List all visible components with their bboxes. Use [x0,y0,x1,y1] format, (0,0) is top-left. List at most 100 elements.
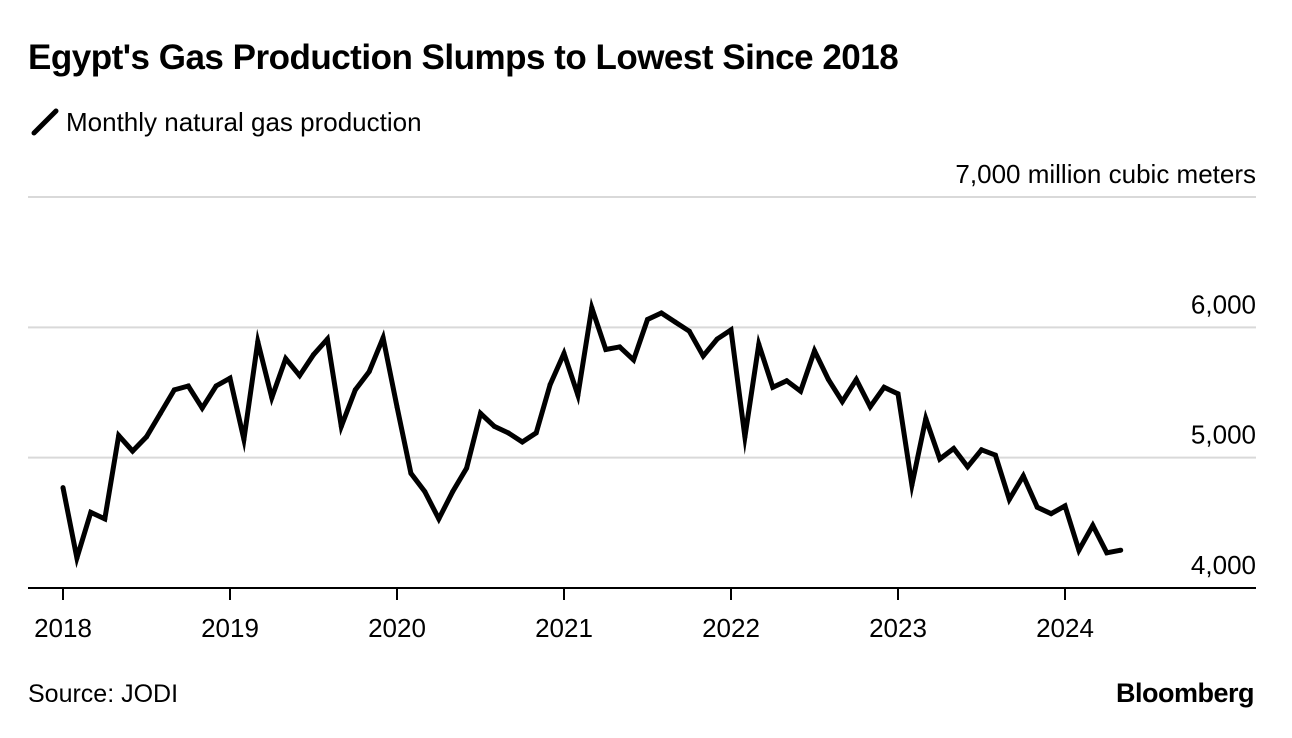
data-point-2023-05 [951,446,957,451]
data-point-2021-06 [631,357,637,363]
data-point-2023-01 [895,391,901,397]
data-point-2023-06 [965,464,971,470]
x-tick-label-2019: 2019 [201,613,259,643]
legend-label: Monthly natural gas production [66,106,422,137]
data-point-2021-02 [575,392,581,398]
data-point-2018-11 [199,405,205,411]
data-point-2018-06 [130,448,136,454]
data-point-2022-06 [798,388,804,394]
data-point-2019-06 [297,373,303,379]
data-point-2022-09 [839,399,845,405]
data-point-2022-05 [784,378,790,384]
data-point-2021-01 [561,350,567,356]
data-point-2019-03 [255,339,261,345]
data-point-2022-07 [812,348,817,354]
data-point-2023-10 [1020,473,1026,479]
data-point-2019-11 [366,369,372,375]
data-point-2024-04 [1104,550,1110,556]
y-tick-label-6000: 6,000 [1191,289,1256,319]
data-point-2020-09 [505,430,511,436]
data-point-2018-03 [88,509,94,515]
data-point-2023-09 [1006,496,1012,502]
data-point-2018-07 [144,434,149,440]
y-tick-label-5000: 5,000 [1191,420,1256,450]
data-point-2018-08 [157,410,163,416]
data-point-2020-10 [519,439,525,445]
data-point-2022-08 [825,377,831,382]
data-point-2020-01 [394,404,400,410]
data-point-2020-05 [450,489,456,495]
data-point-2022-01 [728,327,734,333]
data-point-2018-04 [102,516,108,522]
data-point-2022-02 [742,434,748,440]
y-tick-label-4000: 4,000 [1191,550,1256,580]
data-point-2019-09 [338,423,344,429]
x-tick-label-2023: 2023 [869,613,927,643]
data-point-2020-08 [491,423,497,429]
data-point-2023-04 [937,456,943,462]
chart-legend: Monthly natural gas production [28,105,422,139]
data-point-2019-07 [311,352,316,358]
data-point-2019-02 [241,436,247,442]
data-point-2019-10 [352,387,358,393]
data-point-2020-12 [547,382,553,388]
data-point-2019-05 [283,356,289,362]
gridlines [28,196,1256,459]
data-point-2018-02 [74,555,80,561]
data-point-2020-03 [422,489,428,495]
x-tick-label-2018: 2018 [34,613,92,643]
data-point-2021-07 [645,317,650,322]
data-point-2018-09 [171,387,177,393]
data-point-2019-04 [269,395,275,401]
data-point-2021-04 [603,347,609,352]
x-tick-label-2021: 2021 [535,613,593,643]
data-point-2020-07 [478,410,483,416]
diagonal-line-icon [31,108,59,136]
data-point-2018-05 [116,433,122,438]
x-tick-label-2020: 2020 [368,613,426,643]
data-point-2024-01 [1062,503,1068,509]
data-point-2021-10 [686,328,692,334]
data-point-2021-11 [700,353,706,359]
data-point-2023-03 [923,416,929,422]
data-point-2023-07 [979,447,984,453]
y-axis-labels: 7,000 million cubic meters 6,000 5,000 4,00… [955,159,1256,580]
data-point-2018-12 [213,383,219,389]
data-point-2024-05 [1118,547,1124,553]
data-point-2021-03 [589,305,595,311]
x-tick-label-2022: 2022 [702,613,760,643]
data-point-2023-11 [1034,504,1040,510]
data-point-2019-08 [324,336,330,342]
data-point-2021-12 [714,336,720,342]
series-line [60,297,1122,569]
chart-title: Egypt's Gas Production Slumps to Lowest … [28,38,899,77]
series-layer [60,297,1124,569]
data-point-2018-10 [185,383,191,389]
bloomberg-logo: Bloomberg [1115,678,1255,708]
data-point-2020-11 [533,430,539,436]
y-tick-label-7000: 7,000 million cubic meters [955,159,1256,189]
data-point-2023-08 [992,452,998,458]
data-point-2022-03 [756,341,762,347]
data-point-2019-01 [227,375,233,381]
x-tick-label-2024: 2024 [1036,613,1094,643]
data-point-2024-03 [1090,522,1096,528]
data-point-2021-05 [617,344,623,350]
data-point-2018-01 [60,485,66,491]
data-point-2024-02 [1076,547,1082,553]
data-point-2022-12 [881,384,887,390]
data-point-2022-10 [853,377,859,382]
data-point-2020-02 [408,470,414,476]
data-point-2022-11 [867,404,873,410]
data-point-2023-12 [1048,511,1054,517]
data-point-2023-02 [909,482,915,488]
source-note: Source: JODI [28,680,179,708]
data-point-2019-12 [380,335,386,341]
data-point-2020-06 [464,465,470,471]
data-point-2022-04 [770,384,776,390]
x-axis: 2018 2019 2020 2021 2022 2023 2024 [28,587,1256,643]
data-point-2021-09 [672,319,678,325]
data-point-2020-04 [436,516,442,522]
data-point-2021-08 [658,310,664,316]
